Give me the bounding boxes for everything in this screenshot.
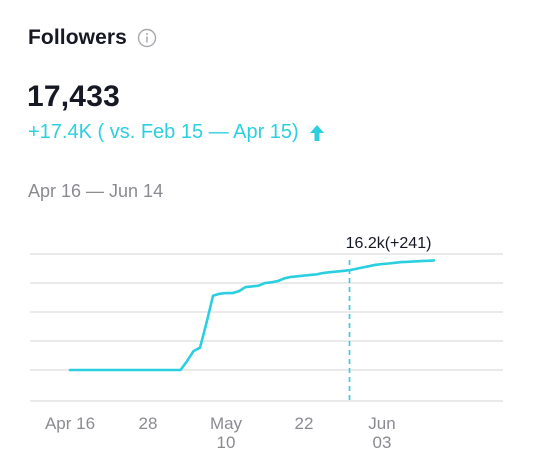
x-tick-label: Apr 16	[45, 414, 95, 433]
marker-label: 16.2k(+241)	[346, 235, 432, 252]
chart-grid	[30, 253, 503, 402]
date-range: Apr 16 — Jun 14	[28, 181, 164, 201]
chart-header: Followers	[28, 26, 157, 50]
x-tick-label: 22	[295, 414, 314, 433]
chart-title: Followers	[28, 26, 127, 49]
hover-marker: 16.2k(+241)	[346, 235, 432, 401]
follower-delta: +17.4K ( vs. Feb 15 — Apr 15)	[28, 121, 325, 144]
followers-line-chart: 16.2k(+241) Apr 16 28 May 10 22 Jun 03	[30, 235, 503, 452]
delta-text: +17.4K ( vs. Feb 15 — Apr 15)	[28, 121, 299, 143]
x-tick-label: 28	[139, 414, 158, 433]
arrow-up-icon	[309, 124, 325, 142]
info-icon[interactable]	[137, 28, 157, 48]
x-tick-label: Jun 03	[368, 414, 395, 452]
x-axis-ticks: Apr 16 28 May 10 22 Jun 03	[45, 414, 396, 452]
follower-total: 17,433	[27, 80, 120, 113]
series-path	[68, 259, 436, 372]
x-tick-label: May 10	[210, 414, 243, 452]
series-line	[68, 259, 436, 372]
